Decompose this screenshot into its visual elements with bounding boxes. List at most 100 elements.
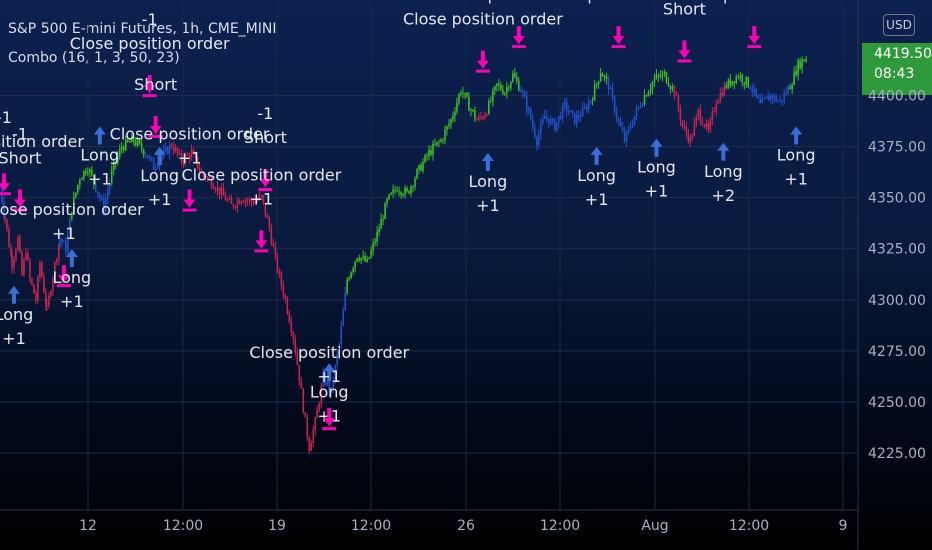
candle-body	[23, 259, 25, 275]
candle-body	[595, 83, 598, 86]
candle-body	[290, 322, 293, 333]
long-arrow-icon	[481, 153, 494, 171]
candle-body	[268, 218, 271, 229]
candle-body	[543, 115, 546, 119]
candle-body	[737, 76, 740, 78]
candle-body	[43, 276, 45, 293]
currency-button[interactable]: USD	[883, 14, 915, 36]
candle-body	[35, 293, 37, 301]
candle-body	[717, 100, 720, 104]
candle-body	[456, 102, 458, 112]
candle-body	[310, 442, 313, 451]
candle-body	[699, 109, 702, 121]
trade-label: Long	[637, 158, 676, 177]
candle-body	[517, 80, 520, 91]
trade-label: +1	[585, 190, 609, 209]
candle-body	[689, 137, 692, 142]
candle-body	[478, 115, 480, 121]
candle-body	[286, 298, 289, 314]
candle-body	[37, 276, 39, 301]
candle-body	[296, 352, 299, 365]
x-tick-label: 12	[79, 518, 97, 534]
candle-body	[65, 241, 67, 253]
candle-body	[136, 140, 139, 146]
trade-label: Close position order	[110, 125, 270, 144]
candle-body	[472, 109, 474, 111]
candle-body	[224, 195, 227, 201]
candle-body	[496, 83, 498, 87]
exit-bar-icon	[511, 45, 526, 49]
candle-body	[402, 194, 404, 196]
candle-body	[795, 71, 797, 75]
candle-body	[170, 144, 173, 147]
candle-body	[186, 154, 189, 156]
x-tick-label: 19	[268, 518, 286, 534]
y-tick-label: 4400.00	[868, 89, 926, 105]
candle-body	[533, 126, 536, 137]
candle-body	[98, 194, 101, 199]
candle-body	[599, 73, 602, 82]
candle-body	[198, 167, 201, 171]
strategy-legend[interactable]: Combo (16, 1, 3, 50, 23)	[8, 50, 180, 66]
trade-label: Short	[663, 0, 706, 18]
trade-label: Short	[244, 128, 287, 147]
candle-body	[260, 195, 263, 197]
candle-body	[647, 92, 650, 97]
candle-body	[346, 279, 348, 293]
candle-series	[0, 55, 807, 454]
candle-body	[619, 120, 622, 127]
short-entry-marker: Close position order	[439, 0, 599, 49]
long-entry-marker: Long +1	[469, 153, 507, 215]
candle-body	[96, 191, 99, 195]
candle-body	[172, 146, 175, 152]
candle-body	[294, 339, 297, 353]
candle-body	[799, 60, 801, 69]
candle-body	[190, 150, 193, 158]
candle-body	[270, 228, 273, 244]
long-arrow-icon	[323, 363, 336, 382]
price-axis[interactable]: 4400.00 4375.00 4350.00 4325.00 4300.00 4275.…	[868, 89, 926, 463]
candle-body	[216, 186, 219, 191]
trade-label: -1	[142, 10, 158, 29]
candle-body	[77, 184, 79, 193]
short-arrow-icon	[748, 26, 761, 45]
candle-body	[156, 166, 159, 169]
candle-body	[787, 86, 789, 94]
candle-body	[6, 218, 8, 230]
candle-body	[615, 111, 618, 119]
trade-label: Close position order	[439, 0, 599, 4]
candle-body	[142, 149, 145, 155]
candle-body	[174, 148, 177, 152]
candle-body	[444, 130, 446, 141]
candle-body	[633, 116, 636, 125]
candle-body	[753, 88, 756, 92]
time-axis[interactable]: 12 12:00 19 12:00 26 12:00 Aug 12:00 9	[79, 518, 847, 534]
candle-body	[801, 59, 803, 69]
candle-body	[553, 119, 556, 131]
trade-label: +1	[52, 224, 76, 243]
candle-body	[669, 86, 672, 89]
candle-body	[328, 381, 331, 391]
candle-body	[504, 92, 506, 94]
candle-body	[432, 144, 434, 155]
long-arrow-icon	[790, 126, 803, 145]
long-arrow-icon	[93, 126, 106, 145]
candle-body	[386, 198, 388, 204]
candle-body	[320, 386, 323, 404]
short-arrow-icon	[13, 189, 26, 208]
candle-body	[446, 126, 448, 131]
exit-bar-icon	[12, 208, 27, 212]
candle-body	[685, 126, 688, 134]
trade-label: +1	[178, 149, 202, 168]
candle-body	[474, 110, 476, 119]
exit-bar-icon	[182, 208, 197, 212]
candle-body	[100, 198, 103, 200]
candle-body	[284, 295, 287, 299]
candle-body	[797, 60, 799, 75]
candle-body	[27, 253, 29, 261]
candle-body	[8, 229, 10, 247]
candle-body	[567, 111, 570, 113]
candle-body	[466, 93, 468, 97]
trade-label: Long	[704, 162, 743, 181]
